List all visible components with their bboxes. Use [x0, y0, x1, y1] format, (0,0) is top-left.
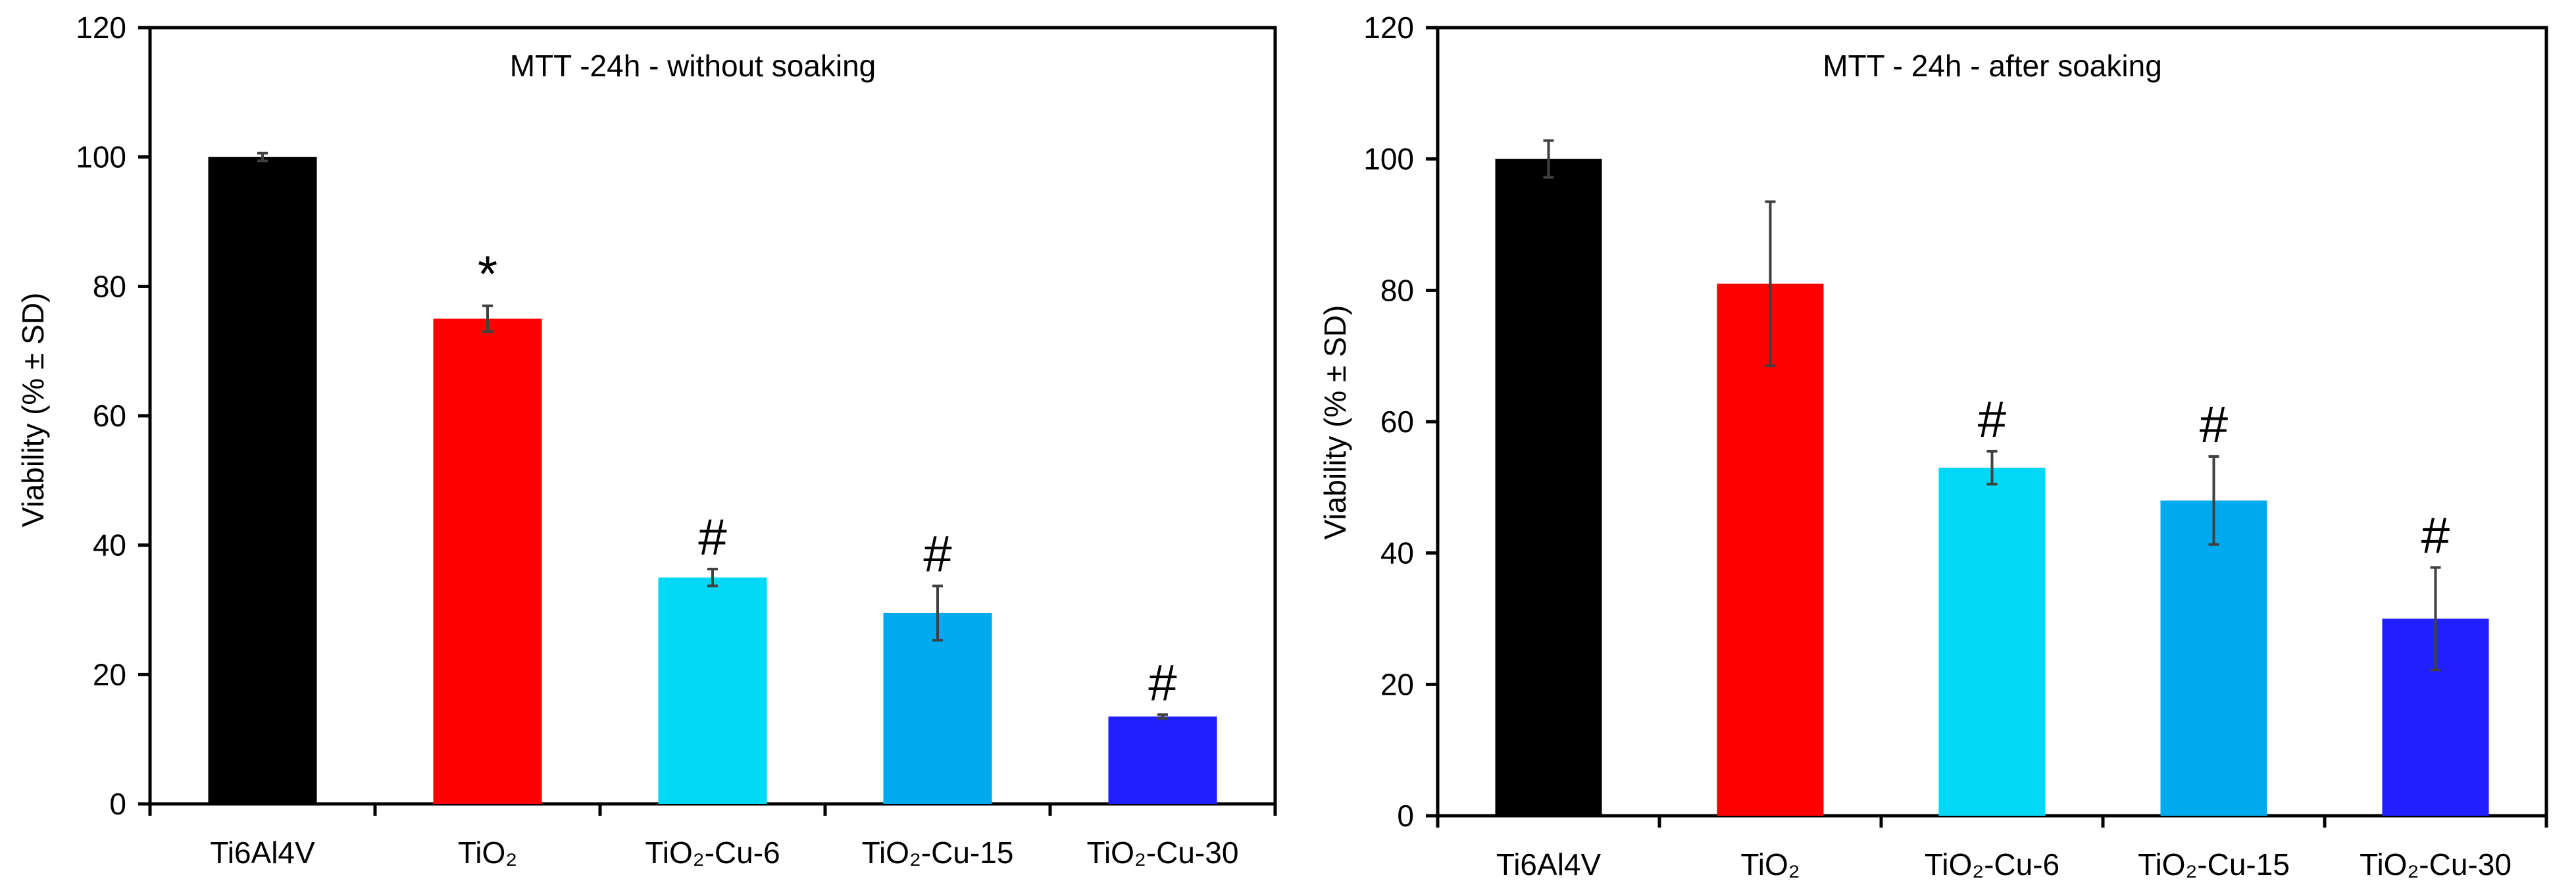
bar-3: [1938, 467, 2046, 816]
x-tick-label: Ti6Al4V: [1496, 847, 1602, 882]
chart-title: MTT -24h - without soaking: [510, 49, 876, 83]
bar-4: [2160, 500, 2267, 816]
bar-4: [883, 612, 992, 804]
x-tick-label: TiO₂-Cu-15: [2138, 847, 2290, 882]
y-tick-label: 0: [109, 787, 126, 821]
chart-title: MTT - 24h - after soaking: [1823, 49, 2162, 83]
x-tick-label: TiO₂-Cu-6: [1925, 847, 2059, 882]
significance-mark: #: [2421, 507, 2450, 564]
bar-3: [658, 577, 767, 804]
y-tick-label: 120: [76, 11, 126, 45]
y-tick-label: 60: [1380, 405, 1414, 439]
chart-after-soaking: MTT - 24h - after soaking Viability (% ±…: [1318, 11, 2548, 882]
bar-2: [433, 318, 542, 804]
y-tick-label: 20: [1380, 667, 1414, 701]
x-tick-label: TiO₂-Cu-6: [645, 835, 780, 870]
significance-mark: #: [1978, 390, 2006, 448]
significance-mark: #: [923, 525, 951, 583]
significance-mark: *: [478, 245, 497, 303]
bar-1: [1495, 159, 1602, 816]
bar-1: [208, 157, 317, 804]
y-tick-label: 40: [93, 528, 126, 562]
x-tick-label: TiO₂-Cu-30: [1087, 835, 1239, 870]
y-tick-label: 100: [76, 140, 126, 174]
significance-mark: #: [2200, 395, 2228, 453]
y-tick-label: 80: [1380, 273, 1414, 307]
y-tick-label: 20: [93, 657, 126, 691]
y-axis-label: Viability (% ± SD): [1318, 305, 1352, 540]
y-tick-label: 120: [1363, 11, 1414, 45]
y-tick-label: 60: [93, 399, 126, 433]
bar-5: [1108, 716, 1217, 804]
chart-without-soaking: MTT -24h - without soaking Viability (% …: [16, 11, 1277, 870]
significance-mark: #: [1148, 653, 1176, 711]
y-tick-label: 40: [1380, 536, 1414, 570]
y-tick-label: 100: [1363, 142, 1414, 176]
y-tick-label: 80: [93, 269, 126, 303]
x-tick-label: TiO₂: [1740, 847, 1800, 882]
x-tick-label: TiO₂: [458, 835, 517, 870]
bar-2: [1717, 284, 1824, 816]
significance-mark: #: [698, 508, 726, 566]
y-axis-label: Viability (% ± SD): [16, 293, 50, 528]
y-tick-label: 0: [1397, 799, 1414, 833]
x-tick-label: TiO₂-Cu-30: [2360, 847, 2512, 882]
x-tick-label: Ti6Al4V: [210, 835, 315, 870]
x-tick-label: TiO₂-Cu-15: [862, 835, 1014, 870]
